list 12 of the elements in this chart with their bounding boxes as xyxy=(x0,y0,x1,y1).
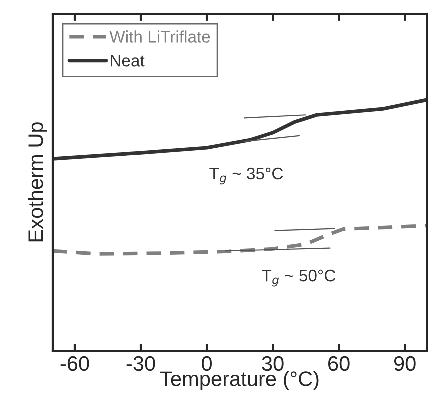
x-tick-label: 30 xyxy=(262,356,284,372)
annotation: T$_{g}$ ~ 35°C xyxy=(210,168,284,185)
x-tick-label: 90 xyxy=(394,356,416,372)
annotation: T$_{g}$ ~ 50°C xyxy=(262,270,336,287)
y-axis-title: Exotherm Up xyxy=(28,122,48,242)
legend-label: With LiTriflate xyxy=(110,30,210,43)
x-tick-label: 0 xyxy=(202,356,212,372)
x-tick-label: -60 xyxy=(60,356,90,372)
legend-label: Neat xyxy=(111,55,145,67)
x-tick-label: -30 xyxy=(126,356,156,372)
x-axis-title: Temperature (°C) xyxy=(160,371,319,391)
x-tick-label: 60 xyxy=(328,356,350,372)
